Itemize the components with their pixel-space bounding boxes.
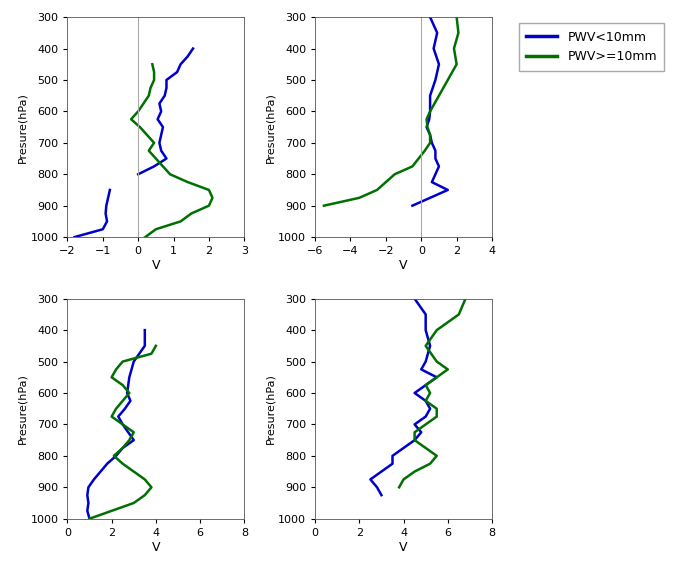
- X-axis label: V: V: [399, 540, 408, 553]
- X-axis label: V: V: [152, 540, 160, 553]
- X-axis label: V: V: [399, 259, 408, 272]
- Y-axis label: Presure(hPa): Presure(hPa): [266, 92, 275, 162]
- Y-axis label: Presure(hPa): Presure(hPa): [18, 92, 28, 162]
- Y-axis label: Presure(hPa): Presure(hPa): [266, 373, 275, 444]
- Y-axis label: Presure(hPa): Presure(hPa): [18, 373, 28, 444]
- Legend: PWV<10mm, PWV>=10mm: PWV<10mm, PWV>=10mm: [518, 23, 665, 71]
- X-axis label: V: V: [152, 259, 160, 272]
